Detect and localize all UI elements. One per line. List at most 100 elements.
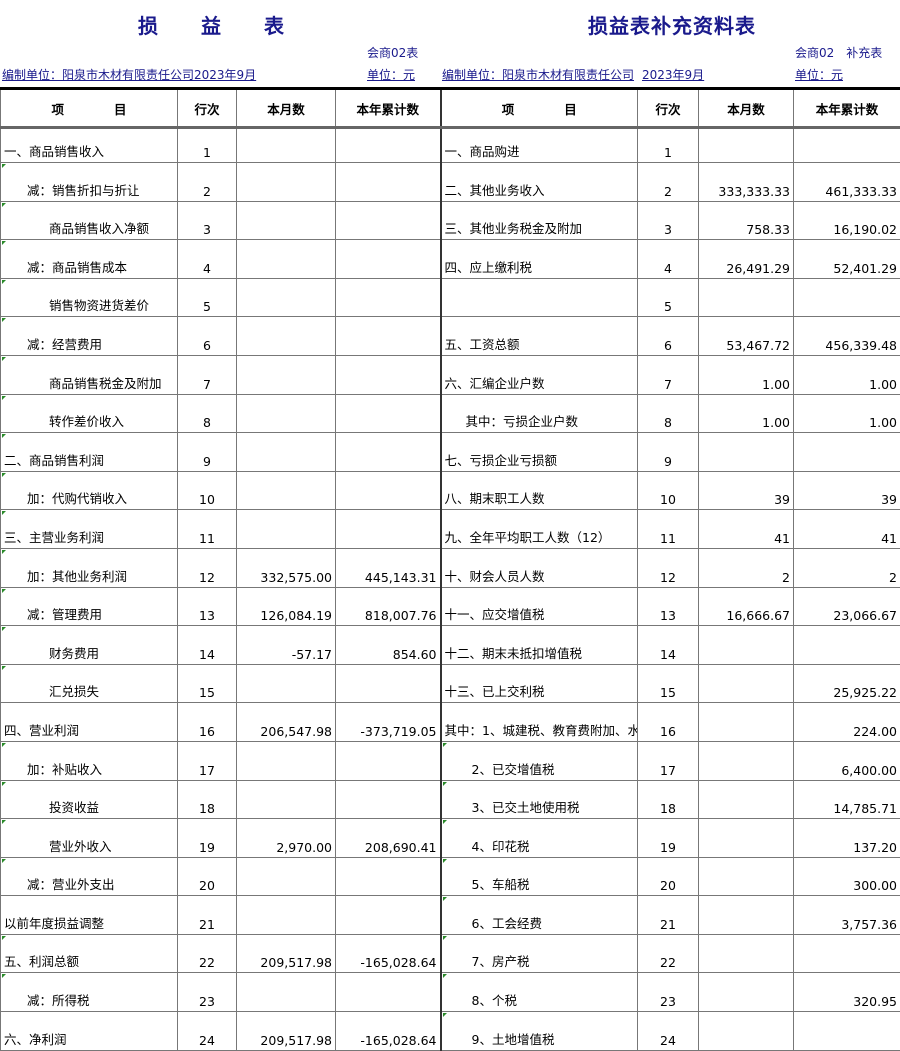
right-item-cell[interactable]: 二、其他业务收入 [441, 163, 638, 202]
left-month-cell[interactable] [237, 433, 336, 472]
right-line-cell[interactable]: 8 [638, 394, 699, 433]
left-item-cell[interactable]: 加：其他业务利润 [1, 548, 178, 587]
left-item-cell[interactable]: 转作差价收入 [1, 394, 178, 433]
right-month-cell[interactable] [699, 664, 794, 703]
right-ytd-cell[interactable] [794, 934, 900, 973]
right-month-cell[interactable]: 16,666.67 [699, 587, 794, 626]
left-month-cell[interactable]: 2,970.00 [237, 819, 336, 858]
left-ytd-cell[interactable] [336, 664, 441, 703]
left-item-cell[interactable]: 加：代购代销收入 [1, 471, 178, 510]
left-ytd-cell[interactable] [336, 201, 441, 240]
left-line-cell[interactable]: 2 [178, 163, 237, 202]
left-ytd-cell[interactable]: 818,007.76 [336, 587, 441, 626]
right-line-cell[interactable]: 23 [638, 973, 699, 1012]
right-ytd-cell[interactable]: 1.00 [794, 355, 900, 394]
left-line-cell[interactable]: 9 [178, 433, 237, 472]
left-ytd-cell[interactable] [336, 857, 441, 896]
left-item-cell[interactable]: 以前年度损益调整 [1, 896, 178, 935]
right-item-cell[interactable]: 8、个税 [441, 973, 638, 1012]
left-ytd-cell[interactable] [336, 128, 441, 163]
left-month-cell[interactable]: 209,517.98 [237, 934, 336, 973]
right-ytd-cell[interactable]: 6,400.00 [794, 741, 900, 780]
left-line-cell[interactable]: 17 [178, 741, 237, 780]
left-header-item[interactable]: 项 目 [1, 89, 178, 128]
right-line-cell[interactable]: 15 [638, 664, 699, 703]
right-item-cell[interactable]: 十二、期末未抵扣增值税 [441, 626, 638, 665]
left-ytd-cell[interactable] [336, 240, 441, 279]
right-month-cell[interactable]: 41 [699, 510, 794, 549]
left-line-cell[interactable]: 23 [178, 973, 237, 1012]
left-item-cell[interactable]: 商品销售收入净额 [1, 201, 178, 240]
left-month-cell[interactable] [237, 240, 336, 279]
right-item-cell[interactable]: 五、工资总额 [441, 317, 638, 356]
left-item-cell[interactable]: 五、利润总额 [1, 934, 178, 973]
right-ytd-cell[interactable]: 14,785.71 [794, 780, 900, 819]
left-ytd-cell[interactable] [336, 163, 441, 202]
right-month-cell[interactable] [699, 1012, 794, 1051]
left-ytd-cell[interactable] [336, 780, 441, 819]
right-ytd-cell[interactable]: 25,925.22 [794, 664, 900, 703]
right-line-cell[interactable]: 11 [638, 510, 699, 549]
right-ytd-cell[interactable] [794, 128, 900, 163]
right-line-cell[interactable]: 17 [638, 741, 699, 780]
left-ytd-cell[interactable] [336, 355, 441, 394]
left-month-cell[interactable] [237, 317, 336, 356]
right-line-cell[interactable]: 20 [638, 857, 699, 896]
left-line-cell[interactable]: 4 [178, 240, 237, 279]
right-item-cell[interactable]: 7、房产税 [441, 934, 638, 973]
left-line-cell[interactable]: 6 [178, 317, 237, 356]
left-ytd-cell[interactable] [336, 741, 441, 780]
right-line-cell[interactable]: 4 [638, 240, 699, 279]
left-ytd-cell[interactable]: -165,028.64 [336, 934, 441, 973]
left-month-cell[interactable] [237, 163, 336, 202]
right-ytd-cell[interactable]: 456,339.48 [794, 317, 900, 356]
left-line-cell[interactable]: 12 [178, 548, 237, 587]
left-month-cell[interactable] [237, 471, 336, 510]
right-item-cell[interactable]: 5、车船税 [441, 857, 638, 896]
left-header-ytd[interactable]: 本年累计数 [336, 89, 441, 128]
left-item-cell[interactable]: 减：销售折扣与折让 [1, 163, 178, 202]
right-line-cell[interactable]: 19 [638, 819, 699, 858]
right-item-cell[interactable]: 9、土地增值税 [441, 1012, 638, 1051]
right-month-cell[interactable]: 2 [699, 548, 794, 587]
left-ytd-cell[interactable] [336, 471, 441, 510]
right-item-cell[interactable]: 七、亏损企业亏损额 [441, 433, 638, 472]
left-item-cell[interactable]: 汇兑损失 [1, 664, 178, 703]
right-line-cell[interactable]: 1 [638, 128, 699, 163]
left-line-cell[interactable]: 24 [178, 1012, 237, 1051]
left-month-cell[interactable] [237, 510, 336, 549]
left-month-cell[interactable] [237, 278, 336, 317]
left-month-cell[interactable] [237, 857, 336, 896]
left-line-cell[interactable]: 5 [178, 278, 237, 317]
left-line-cell[interactable]: 3 [178, 201, 237, 240]
left-item-cell[interactable]: 减：营业外支出 [1, 857, 178, 896]
right-line-cell[interactable]: 5 [638, 278, 699, 317]
right-month-cell[interactable]: 39 [699, 471, 794, 510]
right-month-cell[interactable]: 1.00 [699, 394, 794, 433]
left-item-cell[interactable]: 财务费用 [1, 626, 178, 665]
left-month-cell[interactable]: 126,084.19 [237, 587, 336, 626]
left-month-cell[interactable] [237, 201, 336, 240]
right-month-cell[interactable] [699, 703, 794, 742]
left-ytd-cell[interactable]: -373,719.05 [336, 703, 441, 742]
left-line-cell[interactable]: 14 [178, 626, 237, 665]
left-item-cell[interactable]: 二、商品销售利润 [1, 433, 178, 472]
left-ytd-cell[interactable] [336, 973, 441, 1012]
right-line-cell[interactable]: 14 [638, 626, 699, 665]
left-item-cell[interactable]: 营业外收入 [1, 819, 178, 858]
right-line-cell[interactable]: 10 [638, 471, 699, 510]
right-month-cell[interactable]: 758.33 [699, 201, 794, 240]
left-line-cell[interactable]: 22 [178, 934, 237, 973]
left-ytd-cell[interactable] [336, 510, 441, 549]
right-month-cell[interactable] [699, 780, 794, 819]
left-ytd-cell[interactable] [336, 896, 441, 935]
right-month-cell[interactable] [699, 896, 794, 935]
right-month-cell[interactable]: 53,467.72 [699, 317, 794, 356]
right-ytd-cell[interactable]: 52,401.29 [794, 240, 900, 279]
right-header-ytd[interactable]: 本年累计数 [794, 89, 900, 128]
right-line-cell[interactable]: 13 [638, 587, 699, 626]
left-line-cell[interactable]: 8 [178, 394, 237, 433]
right-line-cell[interactable]: 6 [638, 317, 699, 356]
right-month-cell[interactable] [699, 973, 794, 1012]
right-line-cell[interactable]: 9 [638, 433, 699, 472]
